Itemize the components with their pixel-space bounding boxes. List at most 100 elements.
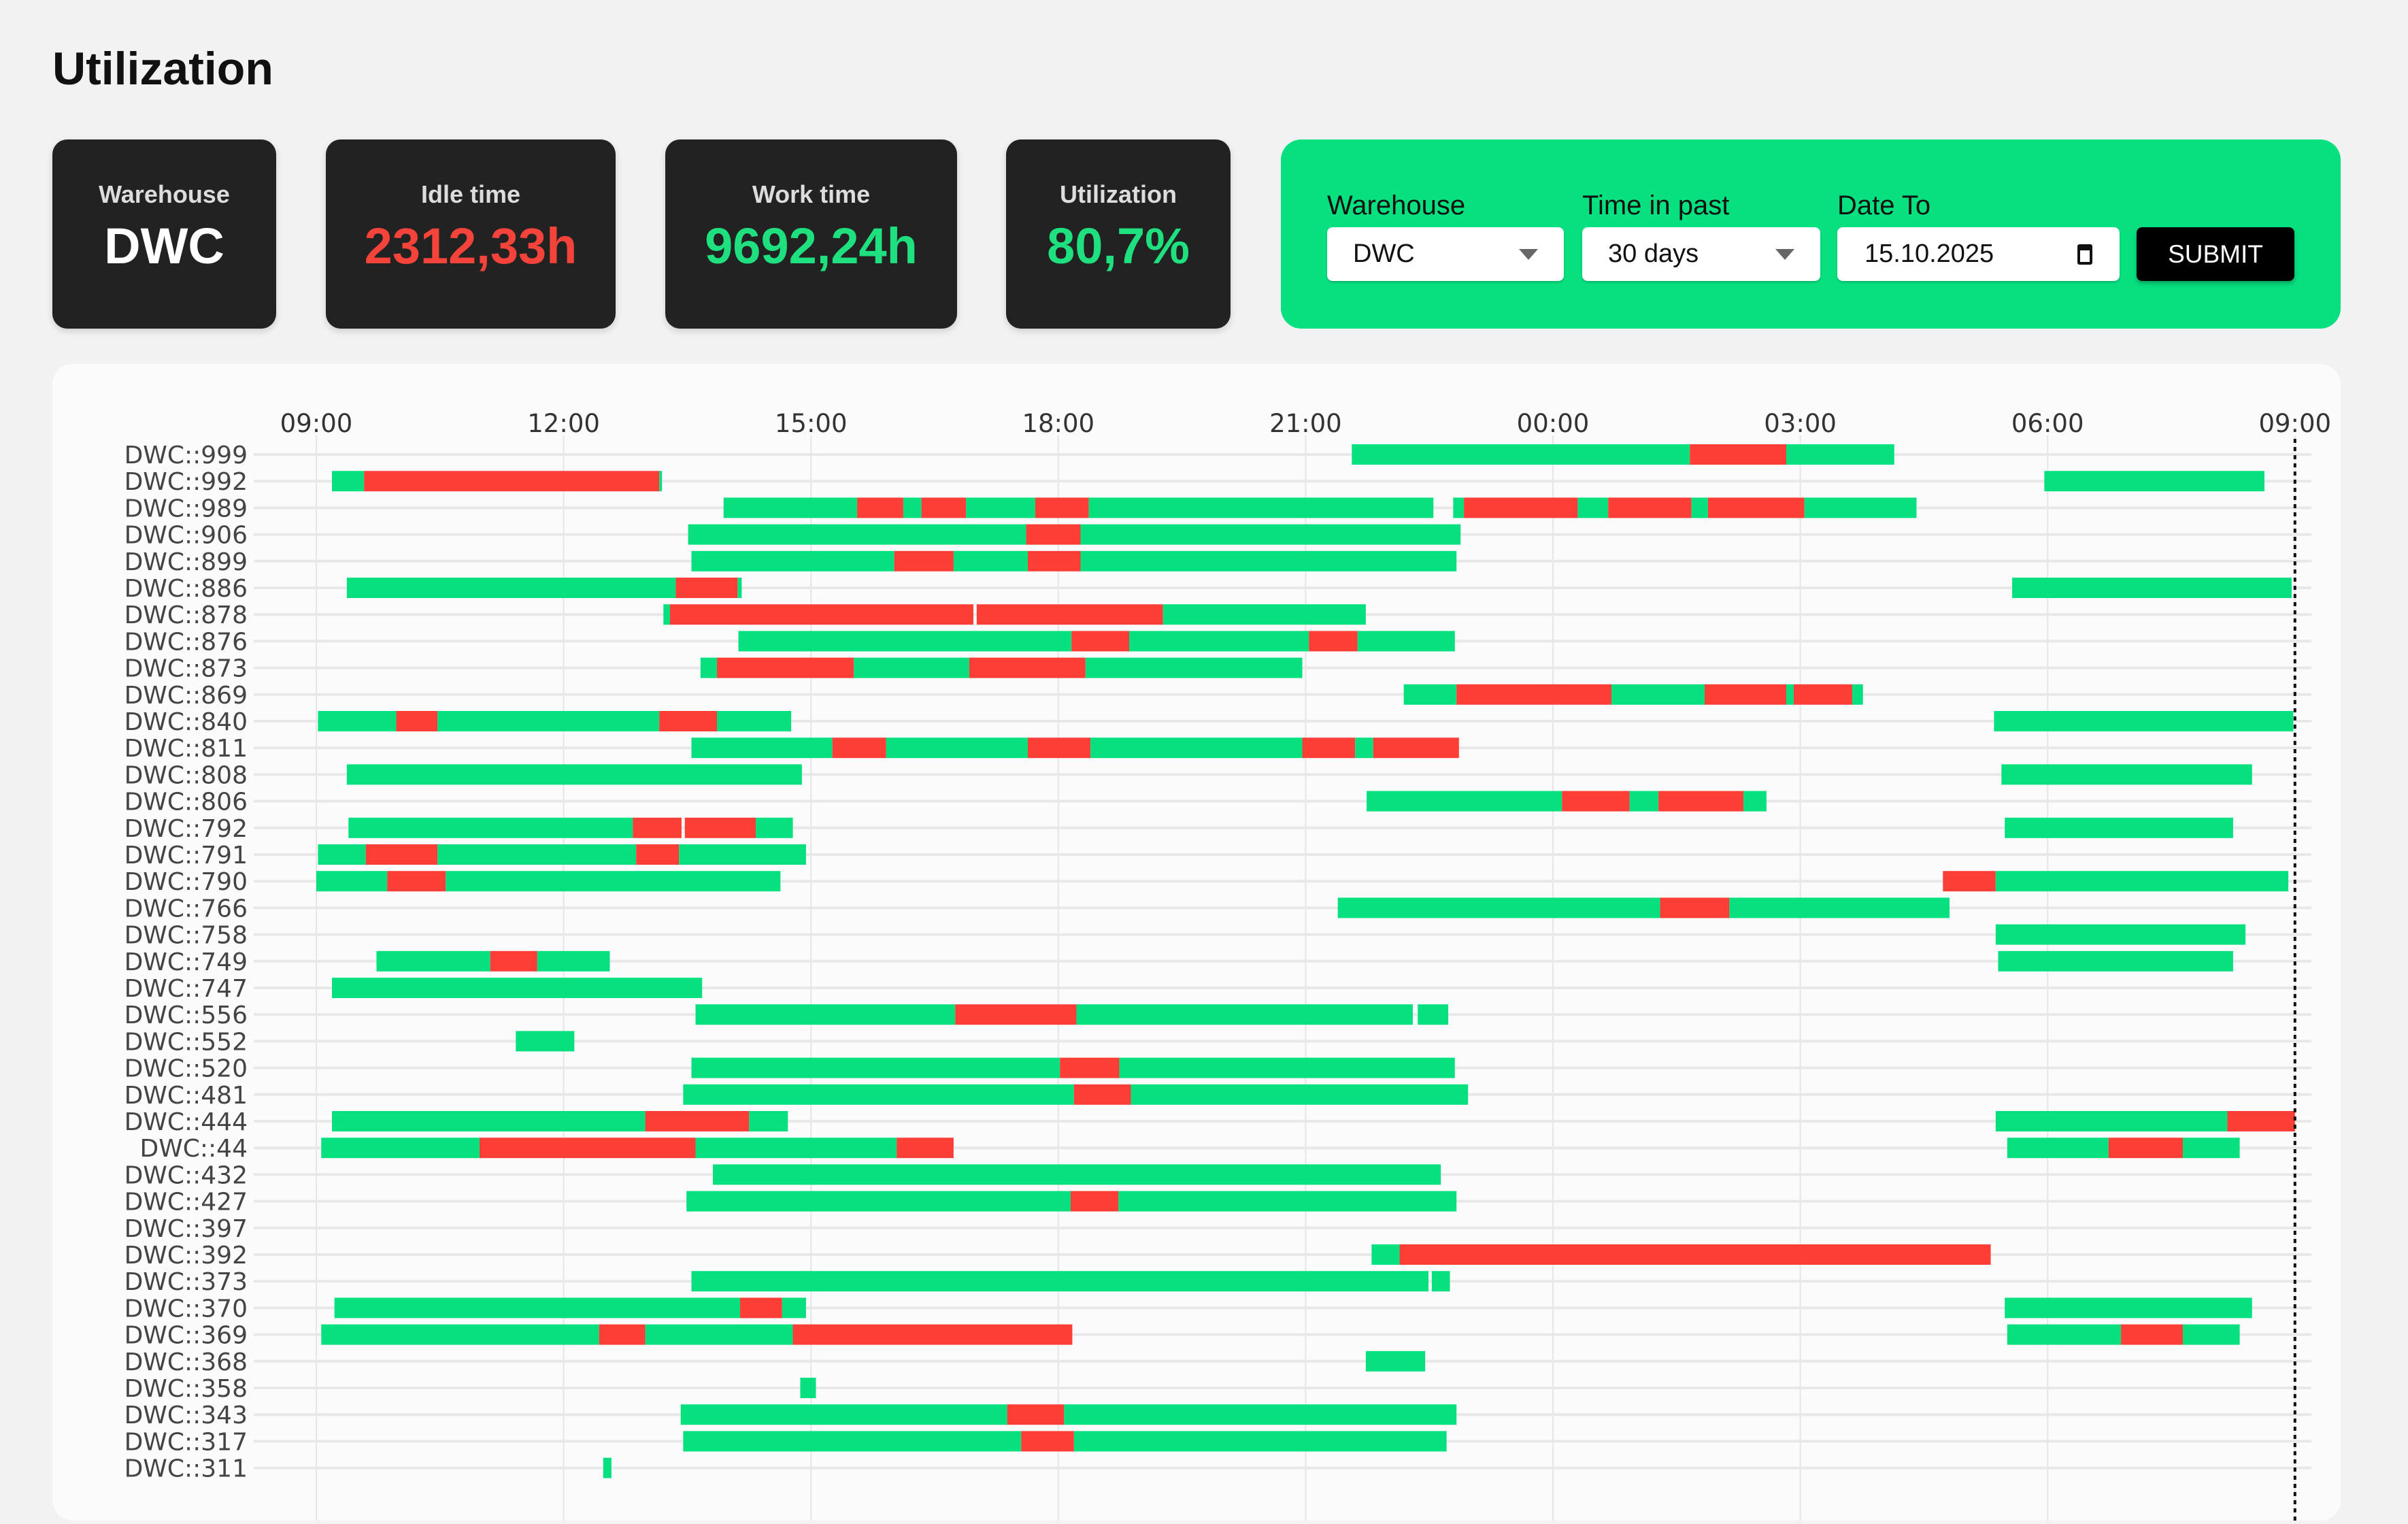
row-label: DWC::427 <box>124 1189 248 1216</box>
row-label: DWC::899 <box>124 548 248 576</box>
idle-bar <box>1309 631 1358 652</box>
work-bar <box>1629 791 1659 812</box>
calendar-icon[interactable] <box>2077 244 2092 265</box>
row-label: DWC::989 <box>124 495 248 523</box>
idle-bar <box>1035 497 1089 518</box>
x-tick-label: 12:00 <box>527 409 600 438</box>
idle-bar <box>1007 1404 1065 1425</box>
utilization-timeline-chart: 09:00 12:00 15:00 18:00 21:00 00:00 03:00 06:00… <box>124 409 2331 1521</box>
idle-bar <box>396 711 438 731</box>
idle-bar <box>645 1111 750 1131</box>
row-label: DWC::311 <box>124 1455 248 1483</box>
work-bar <box>712 1164 1441 1185</box>
work-bar <box>691 550 894 572</box>
stat-card-idle-time: Idle time 2312,33h <box>326 139 616 329</box>
warehouse-select[interactable]: DWC <box>1327 227 1564 281</box>
work-bar <box>1743 791 1767 812</box>
stat-value: 80,7% <box>1047 218 1190 274</box>
work-bar <box>1729 897 1950 918</box>
idle-bar <box>1027 738 1091 759</box>
work-bar <box>1995 1111 2228 1131</box>
work-bar <box>1995 924 2246 945</box>
work-bar <box>1088 497 1434 518</box>
stat-label: Idle time <box>420 180 521 208</box>
work-bar <box>1852 684 1863 705</box>
work-bar <box>376 950 490 972</box>
work-bar <box>1085 657 1303 678</box>
stat-value: DWC <box>104 218 224 274</box>
work-bar <box>659 471 663 492</box>
idle-bar <box>1302 738 1356 759</box>
submit-button[interactable]: SUBMIT <box>2137 227 2294 281</box>
idle-bar <box>969 657 1086 678</box>
row-label: DWC::343 <box>124 1402 248 1429</box>
idle-bar <box>717 657 854 678</box>
idle-bar <box>792 1324 1073 1345</box>
date-to-input[interactable]: 15.10.2025 <box>1837 227 2120 281</box>
work-bar <box>1163 604 1366 625</box>
work-bar <box>1080 524 1461 545</box>
work-bar <box>1073 1431 1447 1452</box>
row-label: DWC::840 <box>124 708 248 736</box>
stat-label: Utilization <box>1060 180 1177 208</box>
work-bar <box>1129 631 1309 652</box>
idle-bar <box>921 497 967 518</box>
work-bar <box>1131 1084 1469 1105</box>
work-bar <box>332 1111 646 1131</box>
work-bar <box>953 550 1028 572</box>
work-bar <box>516 1031 575 1052</box>
work-bar <box>1577 497 1609 518</box>
idle-bar <box>633 817 682 838</box>
idle-bar <box>976 604 1163 625</box>
idle-bar <box>1943 871 1996 892</box>
work-bar <box>2012 578 2292 598</box>
work-bar <box>886 738 1028 759</box>
work-bar <box>903 497 922 518</box>
row-label: DWC::520 <box>124 1055 248 1083</box>
work-bar <box>1431 1271 1450 1292</box>
warehouse-select-value: DWC <box>1353 239 1415 268</box>
work-bar <box>1453 497 1465 518</box>
work-bar <box>737 578 742 598</box>
idle-bar <box>1660 897 1730 918</box>
work-bar <box>346 764 802 785</box>
work-bar <box>1786 444 1894 465</box>
work-bar <box>603 1457 612 1478</box>
row-label: DWC::373 <box>124 1268 248 1296</box>
work-bar <box>782 1297 806 1319</box>
work-bar <box>2005 1297 2252 1319</box>
chevron-down-icon <box>1519 248 1538 260</box>
idle-bar <box>669 604 973 625</box>
work-bar <box>1403 684 1457 705</box>
stat-value: 9692,24h <box>705 218 918 274</box>
work-bar <box>1611 684 1705 705</box>
stat-card-warehouse: Warehouse DWC <box>52 139 276 329</box>
idle-bar <box>1399 1244 1991 1265</box>
idle-bar <box>2121 1324 2183 1345</box>
row-label: DWC::747 <box>124 975 248 1003</box>
x-tick-label: 15:00 <box>775 409 848 438</box>
work-bar <box>1119 1057 1455 1078</box>
work-bar <box>695 1004 956 1025</box>
work-bar <box>1804 497 1917 518</box>
work-bar <box>348 817 633 838</box>
idle-bar <box>684 817 756 838</box>
x-tick-label: 00:00 <box>1517 409 1590 438</box>
idle-bar <box>1658 791 1743 812</box>
work-bar <box>332 978 703 998</box>
idle-bar <box>1060 1057 1120 1078</box>
idle-bar <box>490 950 537 972</box>
work-bar <box>537 950 610 972</box>
row-label: DWC::397 <box>124 1215 248 1243</box>
idle-bar <box>897 1138 954 1159</box>
work-bar <box>749 1111 788 1131</box>
work-bar <box>663 604 670 625</box>
page-title: Utilization <box>52 43 273 95</box>
idle-bar <box>365 844 438 865</box>
row-label: DWC::358 <box>124 1375 248 1403</box>
work-bar <box>738 631 1072 652</box>
time-in-past-select[interactable]: 30 days <box>1582 227 1820 281</box>
work-bar <box>1998 950 2233 972</box>
idle-bar <box>599 1324 646 1345</box>
work-bar <box>1090 738 1303 759</box>
